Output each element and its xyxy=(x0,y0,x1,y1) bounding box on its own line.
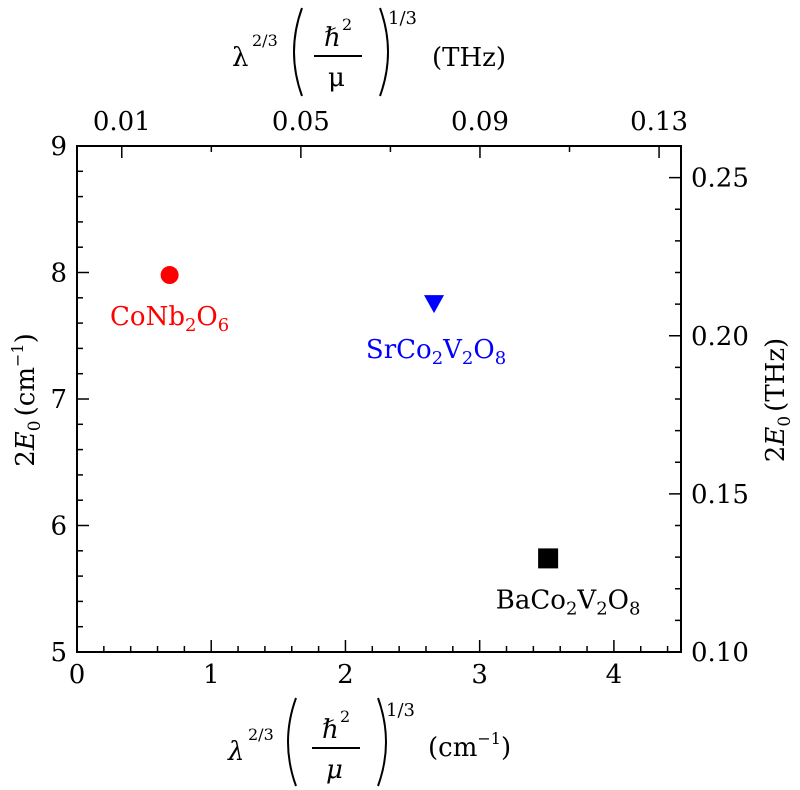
y-left-tick-label: 6 xyxy=(50,512,67,542)
x-top-paren-left xyxy=(293,7,303,97)
y-axis-right-label: 2E0(THz) xyxy=(761,338,795,462)
x-bottom-hbar: ℏ xyxy=(322,715,339,745)
marker-conb2o6 xyxy=(160,266,179,285)
y-left-tick-label: 8 xyxy=(50,259,67,289)
x-top-paren-right xyxy=(379,7,389,97)
y-left-tick-label: 7 xyxy=(50,385,67,415)
x-top-tick-label: 0.05 xyxy=(272,107,330,137)
x-top-lambda: λ xyxy=(232,43,248,73)
y-axis-left-label: 2E0(cm−1) xyxy=(8,333,45,466)
x-axis-top-label: λ 2/3 ℏ 2 μ 1/3 (THz) xyxy=(232,7,506,97)
x-bottom-paren-left xyxy=(287,697,297,787)
x-bottom-lambda: λ xyxy=(227,737,244,767)
point-label-conb2o6: CoNb2O6 xyxy=(110,302,229,336)
y-right-tick-label: 0.10 xyxy=(691,638,749,668)
y-left-tick-label: 9 xyxy=(50,132,67,162)
x-bottom-tick-label: 4 xyxy=(606,660,623,690)
ticks-layer: 0 1 2 3 4 0.01 0.05 0.09 0.13 5 6 7 8 9 0.10 0.15 0.20 0.… xyxy=(50,107,748,690)
x-top-exp13: 1/3 xyxy=(388,8,417,29)
x-top-unit: (THz) xyxy=(432,43,506,73)
x-bottom-tick-label: 0 xyxy=(69,660,86,690)
y-right-tick-label: 0.15 xyxy=(691,480,749,510)
y-right-tick-label: 0.20 xyxy=(691,322,749,352)
plot-frame xyxy=(76,145,682,653)
x-bottom-tick-label: 3 xyxy=(471,660,488,690)
x-bottom-unit: (cm−1) xyxy=(428,729,511,763)
point-label-srco2v2o8: SrCo2V2O8 xyxy=(366,335,506,369)
x-top-tick-label: 0.09 xyxy=(451,107,509,137)
x-top-sq: 2 xyxy=(342,15,352,34)
x-bottom-tick-label: 1 xyxy=(203,660,220,690)
y-left-tick-label: 5 xyxy=(50,638,67,668)
x-bottom-exp23: 2/3 xyxy=(248,725,274,744)
marker-baco2v2o8 xyxy=(538,548,559,569)
x-top-tick-label: 0.13 xyxy=(630,107,688,137)
point-label-baco2v2o8: BaCo2V2O8 xyxy=(496,585,641,619)
x-top-hbar: ℏ xyxy=(324,23,341,53)
x-bottom-paren-right xyxy=(377,697,387,787)
x-bottom-sq: 2 xyxy=(340,707,350,726)
points-layer: CoNb2O6 SrCo2V2O8 BaCo2V2O8 xyxy=(110,266,640,619)
x-bottom-mu: μ xyxy=(326,755,343,785)
x-bottom-exp13: 1/3 xyxy=(386,700,415,721)
x-bottom-tick-label: 2 xyxy=(337,660,354,690)
x-axis-bottom-label: λ 2/3 ℏ 2 μ 1/3 (cm−1) xyxy=(227,697,511,787)
marker-srco2v2o8 xyxy=(424,295,445,314)
y-right-tick-label: 0.25 xyxy=(691,164,749,194)
x-top-mu: μ xyxy=(328,63,345,93)
x-top-exp23: 2/3 xyxy=(252,31,278,50)
x-top-tick-label: 0.01 xyxy=(93,107,151,137)
